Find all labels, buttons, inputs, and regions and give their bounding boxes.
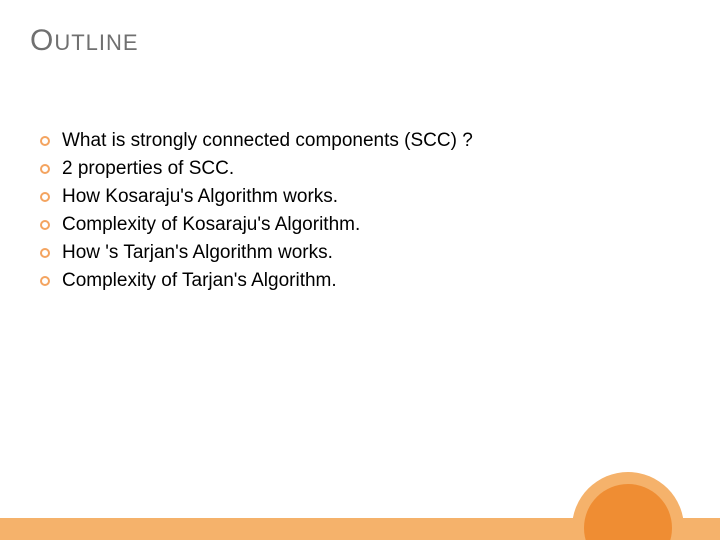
list-item-text: What is strongly connected components (S… — [62, 130, 473, 152]
list-item: Complexity of Tarjan's Algorithm. — [40, 270, 680, 292]
bullet-icon — [40, 220, 50, 230]
bullet-icon — [40, 136, 50, 146]
list-item-text: How Kosaraju's Algorithm works. — [62, 186, 338, 208]
title-rest: UTLINE — [54, 30, 138, 55]
bullet-icon — [40, 276, 50, 286]
list-item-text: Complexity of Kosaraju's Algorithm. — [62, 214, 360, 236]
list-item-text: How 's Tarjan's Algorithm works. — [62, 242, 333, 264]
bullet-icon — [40, 164, 50, 174]
bullet-list: What is strongly connected components (S… — [40, 130, 680, 298]
list-item: Complexity of Kosaraju's Algorithm. — [40, 214, 680, 236]
list-item: How 's Tarjan's Algorithm works. — [40, 242, 680, 264]
bullet-icon — [40, 248, 50, 258]
list-item: What is strongly connected components (S… — [40, 130, 680, 152]
bullet-icon — [40, 192, 50, 202]
slide: OUTLINE What is strongly connected compo… — [0, 0, 720, 540]
list-item: 2 properties of SCC. — [40, 158, 680, 180]
list-item-text: Complexity of Tarjan's Algorithm. — [62, 270, 337, 292]
slide-title: OUTLINE — [30, 24, 139, 58]
title-first-letter: O — [30, 24, 54, 57]
list-item: How Kosaraju's Algorithm works. — [40, 186, 680, 208]
list-item-text: 2 properties of SCC. — [62, 158, 234, 180]
